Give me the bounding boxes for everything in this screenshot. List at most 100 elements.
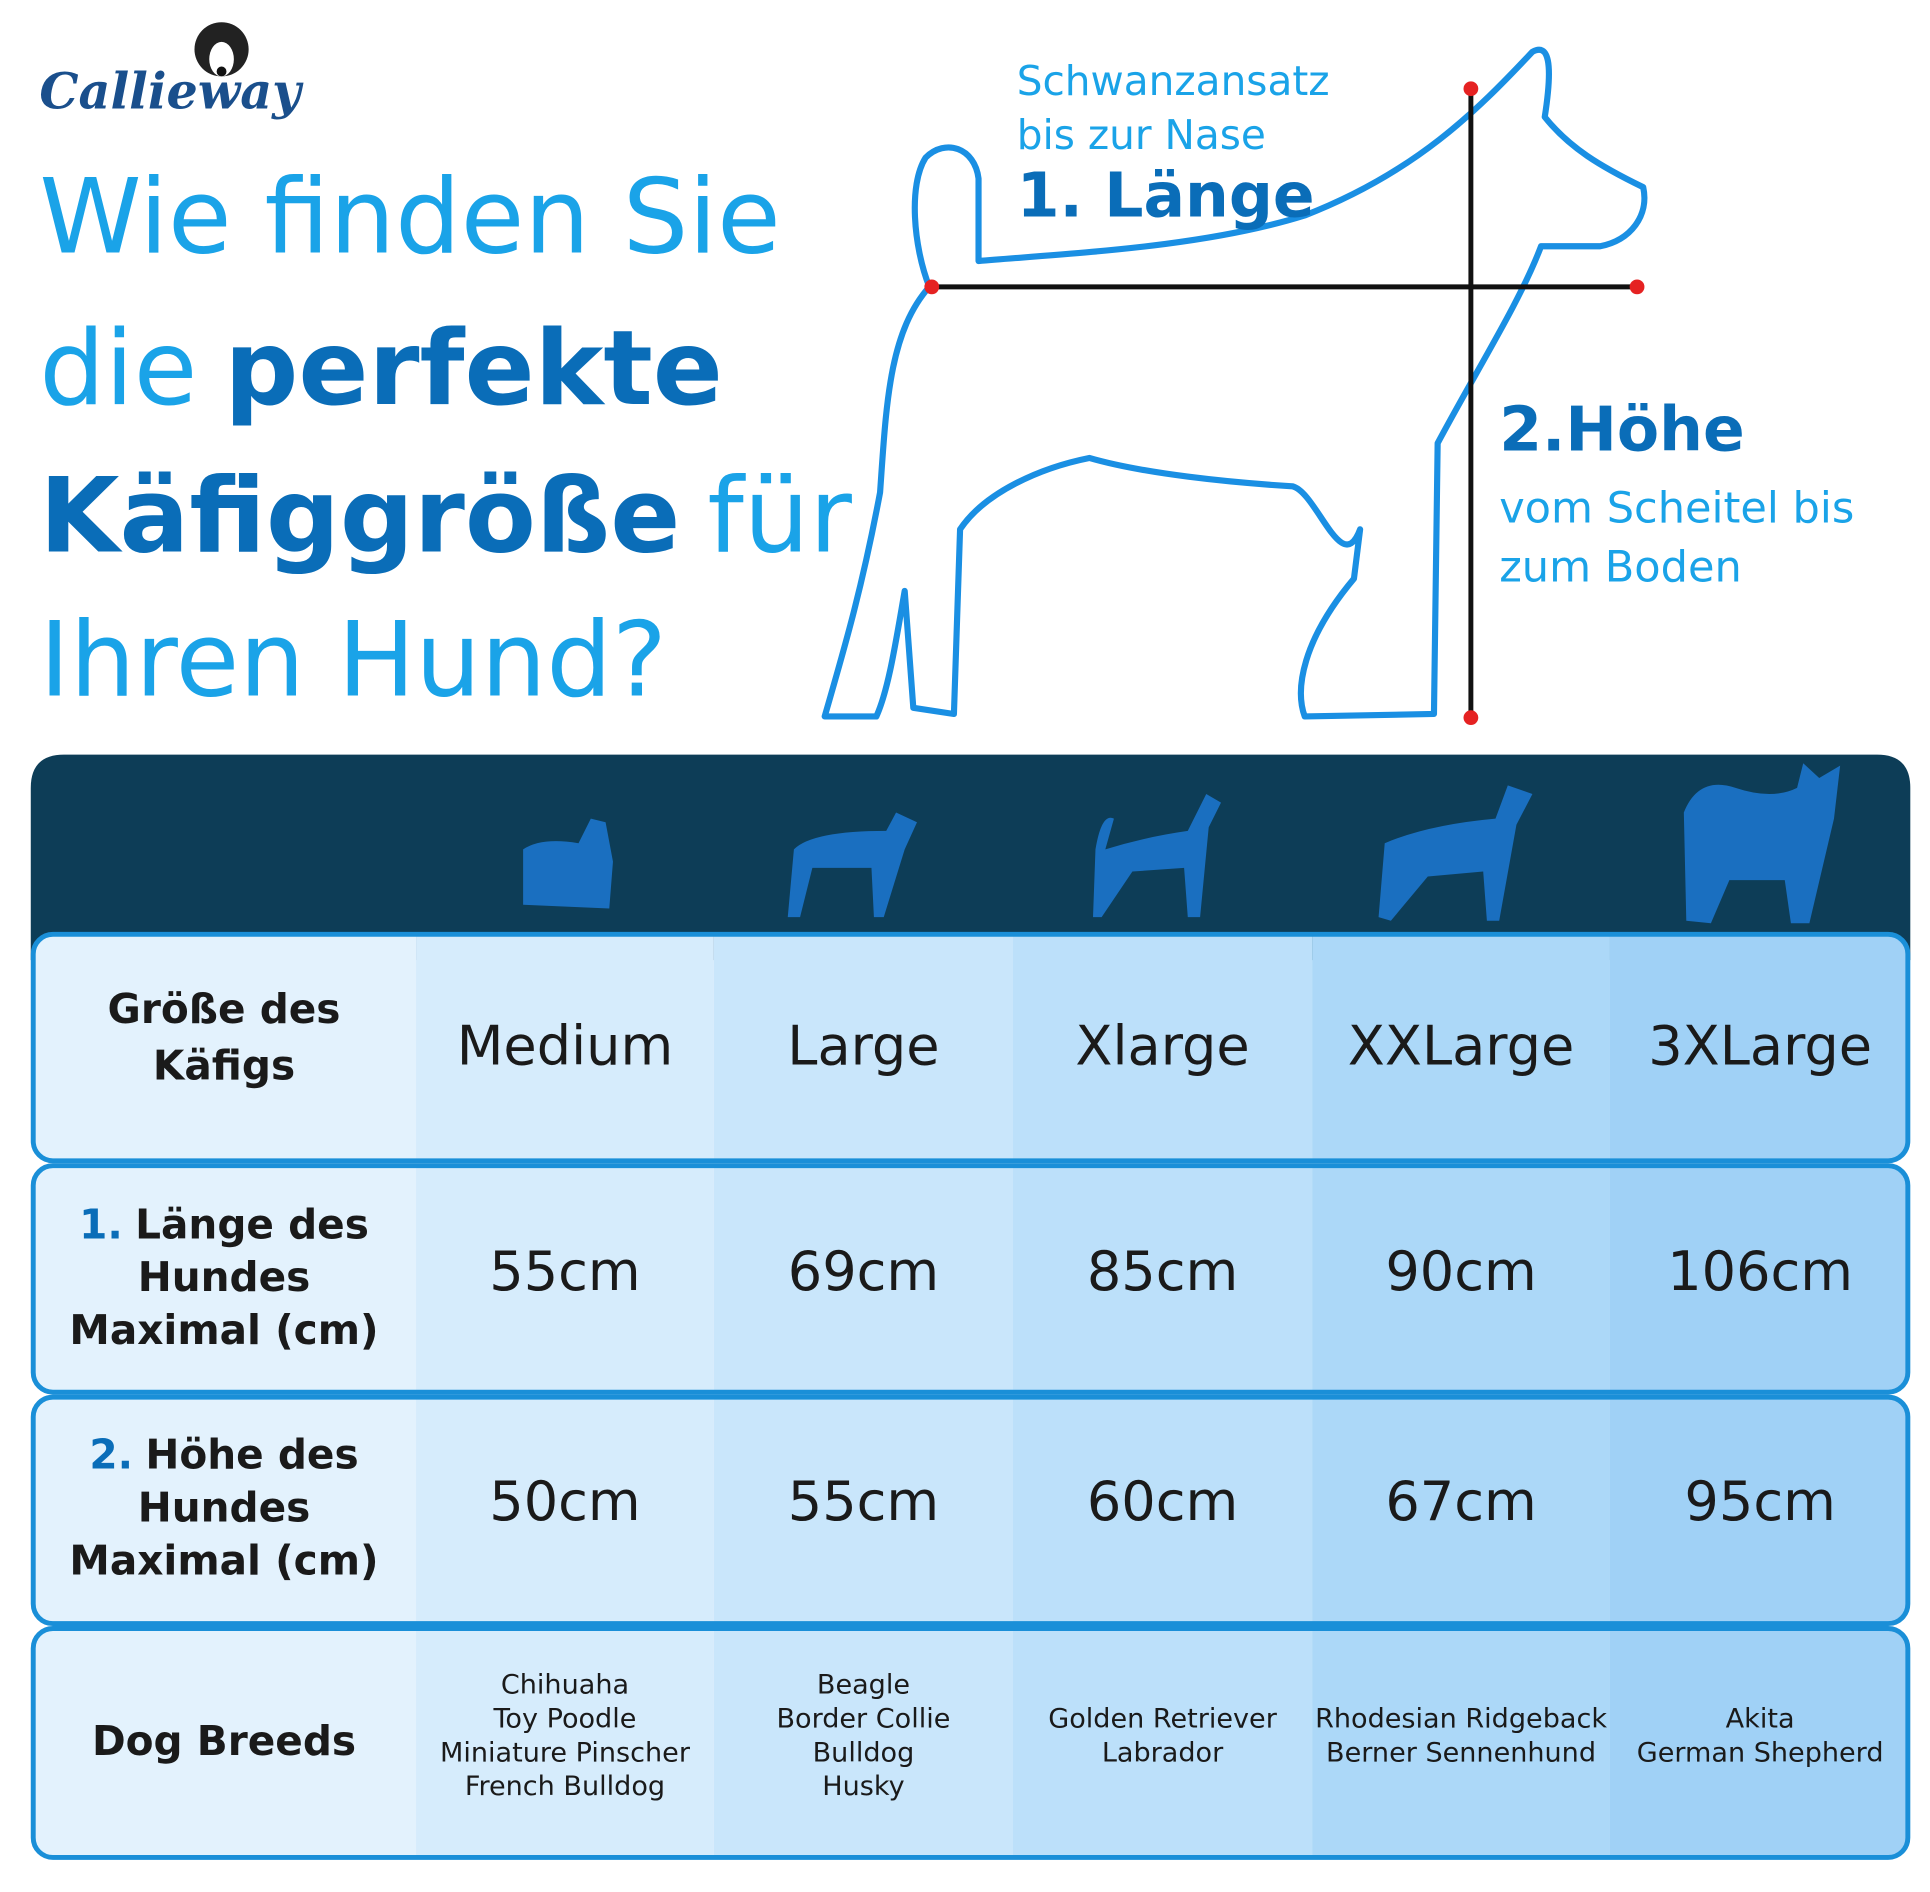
- table-header-band: [30, 754, 1911, 961]
- headline-segment: Ihren Hund?: [39, 601, 666, 721]
- table-cell: [1013, 1628, 1313, 1858]
- row-label: 2. Höhe des: [89, 1430, 358, 1478]
- table-cell: [1312, 1628, 1610, 1858]
- measure-dot: [1463, 710, 1479, 726]
- table-cell: [1609, 1165, 1908, 1393]
- row-number: 2.: [89, 1430, 133, 1478]
- row-label: Käfigs: [153, 1041, 295, 1089]
- row-label-text: Maximal (cm): [69, 1306, 378, 1354]
- cell-value: 69cm: [788, 1240, 939, 1303]
- measure-dot: [1463, 81, 1479, 97]
- logo-icon: [194, 22, 249, 77]
- headline-segment: Wie finden Sie: [39, 157, 780, 277]
- breed-name: Border Collie: [776, 1703, 950, 1734]
- breed-name: Golden Retriever: [1048, 1703, 1277, 1734]
- table-cell: [1312, 1165, 1610, 1393]
- cell-value: 50cm: [489, 1470, 640, 1533]
- measure-dot: [1629, 279, 1645, 295]
- breed-name: Berner Sennenhund: [1326, 1737, 1596, 1768]
- table-cell: [33, 1628, 417, 1858]
- cell-value: 85cm: [1087, 1240, 1238, 1303]
- table-cell: [33, 934, 417, 1161]
- breed-name: Labrador: [1102, 1737, 1224, 1768]
- table-cell: [416, 934, 714, 1161]
- table-cell: [713, 1628, 1014, 1858]
- dog-silhouettes: [523, 763, 1841, 924]
- logo: Callieway: [39, 62, 304, 120]
- row-label: Größe des: [108, 985, 341, 1033]
- breed-name: Akita: [1726, 1703, 1795, 1734]
- cell-value: 90cm: [1385, 1240, 1536, 1303]
- cell-value: 60cm: [1087, 1470, 1238, 1533]
- table-cell: [33, 1397, 417, 1624]
- row-label-text: Hundes: [138, 1483, 311, 1531]
- breed-name: Rhodesian Ridgeback: [1315, 1703, 1607, 1734]
- headline-line: Wie finden Sie: [39, 157, 780, 277]
- height-caption: vom Scheitel bis: [1499, 483, 1854, 533]
- measure-dot: [924, 279, 940, 295]
- breed-name: German Shepherd: [1637, 1737, 1884, 1768]
- table-cell: [1312, 934, 1610, 1161]
- table-cell: [1013, 1165, 1313, 1393]
- row-label-text: Höhe des: [145, 1430, 358, 1478]
- row-border: [30, 931, 1911, 1164]
- table-cell: [1013, 1397, 1313, 1624]
- table-cell: [1312, 1397, 1610, 1624]
- table-cell: [33, 1165, 417, 1393]
- row-border: [30, 1394, 1911, 1627]
- breed-name: French Bulldog: [465, 1771, 665, 1802]
- row-label: Hundes: [138, 1253, 311, 1301]
- headline-segment: für: [707, 457, 852, 577]
- table-cell: [1609, 1628, 1908, 1858]
- cell-value: 67cm: [1385, 1470, 1536, 1533]
- row-border: [30, 1163, 1911, 1395]
- table-row: [33, 1165, 1908, 1393]
- breed-name: Toy Poodle: [492, 1703, 636, 1734]
- headline-segment: Käfiggröße: [39, 457, 680, 577]
- row-label-text: Hundes: [138, 1253, 311, 1301]
- table-cell: [713, 1397, 1014, 1624]
- headline-segment: perfekte: [224, 309, 722, 429]
- breed-name: Beagle: [817, 1670, 910, 1701]
- size-name: Medium: [457, 1015, 673, 1078]
- table-row: [33, 1397, 1908, 1624]
- headline-line: die perfekte: [39, 309, 722, 429]
- row-label: Maximal (cm): [69, 1536, 378, 1584]
- size-name: XXLarge: [1348, 1015, 1575, 1078]
- cell-value: 106cm: [1667, 1240, 1853, 1303]
- table-cell: [416, 1397, 714, 1624]
- table-cell: [1609, 934, 1908, 1161]
- height-caption: zum Boden: [1499, 542, 1742, 592]
- length-caption: Schwanzansatz: [1017, 57, 1330, 105]
- row-label-text: Länge des: [135, 1200, 369, 1248]
- cell-value: 95cm: [1684, 1470, 1835, 1533]
- row-label: Hundes: [138, 1483, 311, 1531]
- table-row: [33, 1628, 1908, 1858]
- table-row: [33, 934, 1908, 1161]
- row-number: 1.: [79, 1200, 123, 1248]
- breed-name: Bulldog: [813, 1737, 915, 1768]
- breed-name: Husky: [822, 1771, 904, 1802]
- table-cell: [713, 1165, 1014, 1393]
- size-name: Large: [787, 1015, 939, 1078]
- dog-outline: [821, 46, 1648, 720]
- row-label-text: Maximal (cm): [69, 1536, 378, 1584]
- headline-line: Ihren Hund?: [39, 601, 666, 721]
- table-cell: [1609, 1397, 1908, 1624]
- length-title: 1. Länge: [1017, 160, 1315, 232]
- headline-segment: die: [39, 309, 197, 429]
- table-cell: [1013, 934, 1313, 1161]
- row-label: Dog Breeds: [92, 1717, 356, 1765]
- height-title: 2.Höhe: [1499, 393, 1745, 465]
- length-caption: bis zur Nase: [1017, 111, 1266, 159]
- breed-name: Chihuaha: [501, 1670, 629, 1701]
- table-cell: [416, 1628, 714, 1858]
- size-name: Xlarge: [1075, 1015, 1249, 1078]
- row-label: Maximal (cm): [69, 1306, 378, 1354]
- cell-value: 55cm: [788, 1470, 939, 1533]
- size-name: 3XLarge: [1648, 1015, 1872, 1078]
- headline-line: Käfiggröße für: [39, 457, 852, 577]
- row-border: [30, 1626, 1911, 1860]
- cell-value: 55cm: [489, 1240, 640, 1303]
